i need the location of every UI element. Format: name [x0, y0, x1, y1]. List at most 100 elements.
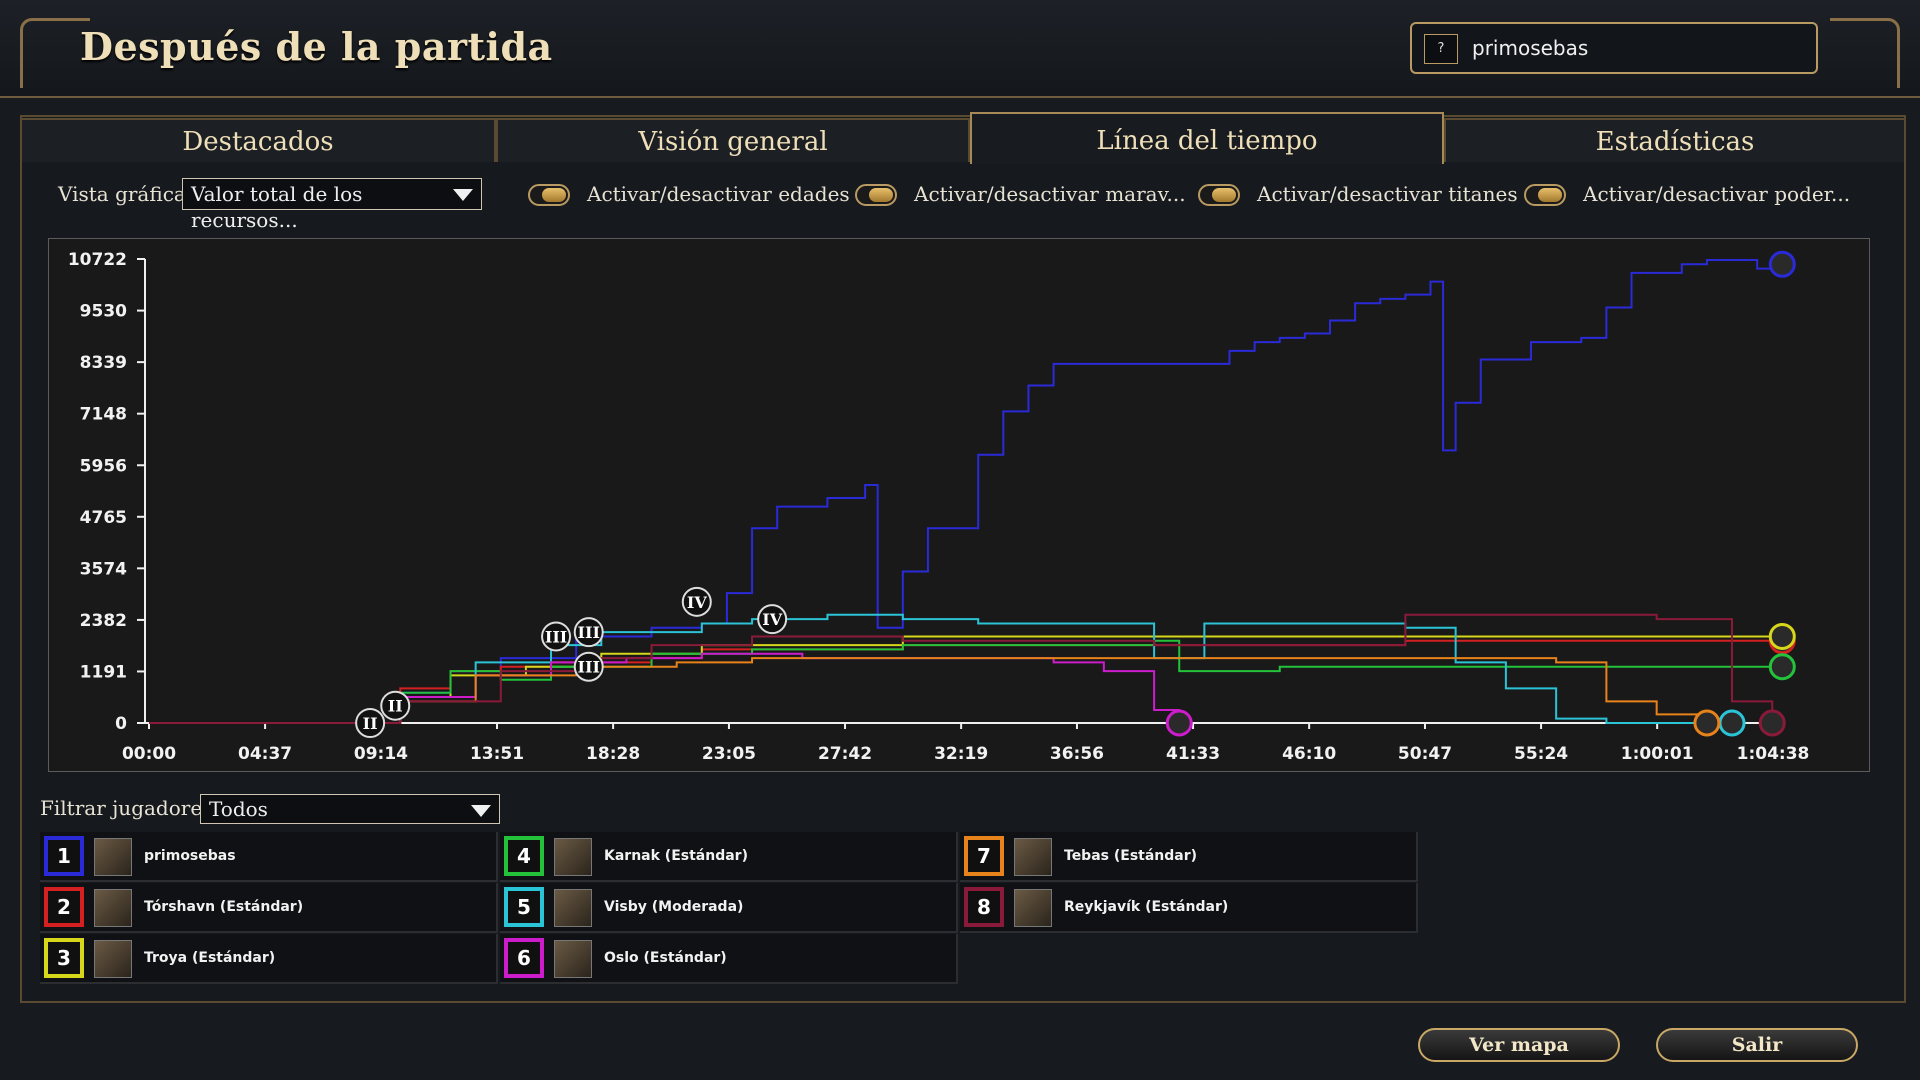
- event-marker-icon: [1768, 653, 1796, 681]
- header-bar: Después de la partida ? primosebas: [0, 0, 1920, 98]
- filter-select-value: Todos: [209, 797, 268, 821]
- series-line-8: [149, 613, 1774, 724]
- ornament-left: [20, 18, 90, 88]
- toggle-knob: [1212, 188, 1236, 202]
- help-button[interactable]: ?: [1424, 34, 1458, 64]
- toggle-edades-label: Activar/desactivar edades: [587, 182, 850, 206]
- age-marker-label: III: [578, 658, 600, 677]
- y-tick-label: 4765: [80, 508, 127, 528]
- chevron-down-icon: [453, 189, 473, 201]
- player-label: Tebas (Estándar): [1064, 848, 1198, 864]
- y-tick-label: 8339: [80, 353, 127, 373]
- player-row-8[interactable]: 8 Reykjavík (Estándar): [960, 883, 1418, 933]
- y-tick-label: 3574: [80, 559, 127, 579]
- y-tick-label: 9530: [80, 302, 127, 322]
- player-label: primosebas: [144, 848, 236, 864]
- player-label: Troya (Estándar): [144, 950, 276, 966]
- player-avatar: [1014, 838, 1052, 876]
- x-tick-label: 18:28: [586, 744, 640, 764]
- player-label: Oslo (Estándar): [604, 950, 727, 966]
- y-tick-label: 7148: [80, 405, 127, 425]
- x-tick-label: 55:24: [1514, 744, 1568, 764]
- age-marker-icon: [681, 586, 712, 617]
- page-title: Después de la partida: [80, 24, 553, 69]
- view-select-value: Valor total de los recursos...: [191, 182, 363, 232]
- tab-vision-general[interactable]: Visión general: [496, 118, 970, 162]
- y-tick-label: 0: [115, 714, 127, 734]
- age-marker-label: II: [363, 714, 378, 733]
- event-marker-icon: [1768, 250, 1796, 278]
- player-avatar: [94, 940, 132, 978]
- timeline-chart: 0 1191 2382 3574 4765 5956 7148 8339 9530 10722 00…: [48, 238, 1870, 772]
- tab-bar: Destacados Visión general Línea del tiem…: [20, 112, 1906, 164]
- series-line-1: [149, 258, 1784, 724]
- view-label: Vista gráfica:: [58, 182, 193, 206]
- y-tick-label: 5956: [80, 456, 127, 476]
- age-marker-label: IV: [762, 610, 782, 629]
- age-marker-icon: [355, 708, 386, 738]
- tab-destacados[interactable]: Destacados: [20, 118, 496, 162]
- x-tick-label: 46:10: [1282, 744, 1336, 764]
- series-line-5: [149, 613, 1733, 724]
- toggle-edades[interactable]: [528, 184, 570, 206]
- x-tick-label: 04:37: [238, 744, 292, 764]
- player-name-box[interactable]: ? primosebas: [1410, 22, 1818, 74]
- player-avatar: [554, 838, 592, 876]
- player-label: Karnak (Estándar): [604, 848, 748, 864]
- toggle-titanes[interactable]: [1198, 184, 1240, 206]
- player-row-3[interactable]: 3 Troya (Estándar): [40, 934, 498, 984]
- chevron-down-icon: [471, 805, 491, 817]
- player-row-7[interactable]: 7 Tebas (Estándar): [960, 832, 1418, 882]
- x-tick-label: 1:00:01: [1621, 744, 1694, 764]
- event-marker-icon: [1718, 709, 1746, 737]
- age-marker-label: III: [545, 627, 567, 646]
- event-marker-icon: [1758, 709, 1786, 737]
- player-number: 4: [504, 836, 544, 876]
- view-select[interactable]: Valor total de los recursos...: [182, 178, 482, 232]
- toggle-poderes[interactable]: [1524, 184, 1566, 206]
- x-tick-label: 32:19: [934, 744, 988, 764]
- x-tick-label: 09:14: [354, 744, 408, 764]
- toggle-poderes-label: Activar/desactivar poder...: [1583, 182, 1851, 206]
- x-tick-label: 1:04:38: [1737, 744, 1810, 764]
- tab-estadisticas[interactable]: Estadísticas: [1444, 118, 1906, 162]
- exit-button[interactable]: Salir: [1656, 1028, 1858, 1062]
- x-tick-label: 27:42: [818, 744, 872, 764]
- x-tick-label: 23:05: [702, 744, 756, 764]
- toggle-knob: [1538, 188, 1562, 202]
- age-marker-icon: [380, 690, 411, 721]
- event-marker-icon: [1768, 622, 1796, 650]
- player-avatar: [94, 889, 132, 927]
- player-row-1[interactable]: 1 primosebas: [40, 832, 498, 882]
- toggle-titanes-label: Activar/desactivar titanes: [1257, 182, 1518, 206]
- age-marker-icon: [757, 604, 788, 635]
- ornament-right: [1830, 18, 1900, 88]
- age-marker-icon: [573, 617, 604, 648]
- y-tick-label: 2382: [80, 611, 127, 631]
- player-row-5[interactable]: 5 Visby (Moderada): [500, 883, 958, 933]
- age-marker-label: III: [578, 623, 600, 642]
- x-tick-label: 13:51: [470, 744, 524, 764]
- chart-controls: Vista gráfica: Valor total de los recurs…: [58, 178, 1878, 232]
- tab-linea-del-tiempo[interactable]: Línea del tiempo: [970, 112, 1444, 164]
- age-marker-label: IV: [687, 593, 707, 612]
- toggle-maravillas[interactable]: [855, 184, 897, 206]
- view-map-button[interactable]: Ver mapa: [1418, 1028, 1620, 1062]
- player-label: Tórshavn (Estándar): [144, 899, 304, 915]
- player-number: 2: [44, 887, 84, 927]
- player-row-4[interactable]: 4 Karnak (Estándar): [500, 832, 958, 882]
- filter-row: Filtrar jugadores: Todos: [40, 794, 500, 824]
- toggle-maravillas-label: Activar/desactivar marav...: [914, 182, 1186, 206]
- filter-select[interactable]: Todos: [200, 794, 500, 824]
- x-tick-label: 36:56: [1050, 744, 1104, 764]
- player-row-6[interactable]: 6 Oslo (Estándar): [500, 934, 958, 984]
- player-number: 7: [964, 836, 1004, 876]
- player-avatar: [554, 889, 592, 927]
- player-number: 8: [964, 887, 1004, 927]
- player-row-2[interactable]: 2 Tórshavn (Estándar): [40, 883, 498, 933]
- y-tick-label: 10722: [68, 250, 127, 270]
- x-tick-label: 00:00: [122, 744, 176, 764]
- player-avatar: [554, 940, 592, 978]
- series-line-6: [149, 652, 1181, 724]
- toggle-knob: [869, 188, 893, 202]
